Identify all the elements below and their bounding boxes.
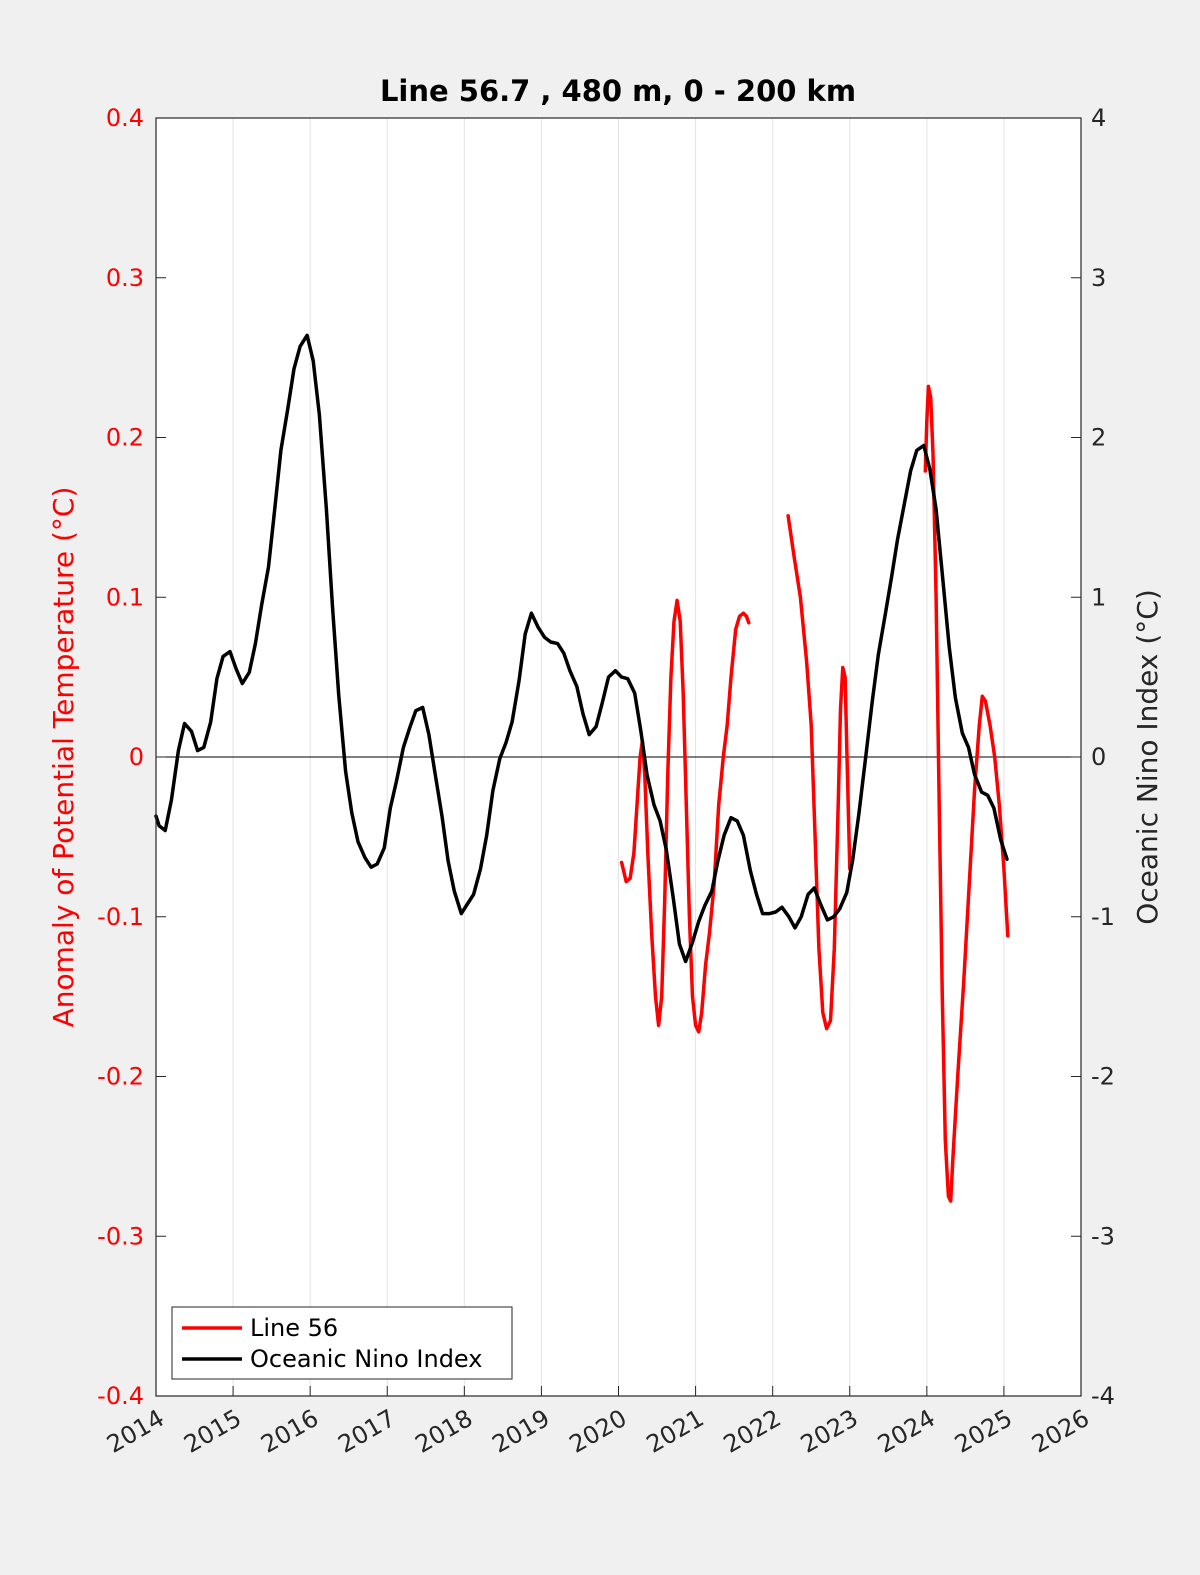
series-line56-line	[786, 514, 852, 1031]
legend: Line 56 Oceanic Nino Index	[171, 1306, 513, 1380]
y-left-tick-label: -0.1	[97, 903, 144, 931]
y-left-tick-label: -0.4	[97, 1382, 144, 1410]
y-right-tick-label: 2	[1091, 424, 1106, 452]
y-axis-left-label: Anomaly of Potential Temperature (°C)	[47, 487, 80, 1028]
y-left-tick-label: -0.2	[97, 1063, 144, 1091]
y-left-tick-label: 0	[129, 743, 144, 771]
legend-label-line56: Line 56	[250, 1314, 338, 1342]
y-right-tick-label: 3	[1091, 264, 1106, 292]
y-right-tick-label: 4	[1091, 104, 1106, 132]
y-axis-right-label: Oceanic Nino Index (°C)	[1131, 589, 1164, 925]
y-right-tick-label: -1	[1091, 903, 1115, 931]
y-left-tick-label: 0.3	[106, 264, 144, 292]
y-right-tick-label: -4	[1091, 1382, 1115, 1410]
series-oceanic-nino-index-line	[154, 333, 1009, 964]
y-right-tick-label: 0	[1091, 743, 1106, 771]
y-left-tick-label: 0.2	[106, 424, 144, 452]
chart-title: Line 56.7 , 480 m, 0 - 200 km	[380, 74, 856, 108]
series-oceanic-nino-index	[154, 333, 1009, 964]
y-right-tick-label: -3	[1091, 1222, 1115, 1250]
series-layer	[154, 333, 1010, 1203]
y-right-tick-label: 1	[1091, 583, 1106, 611]
y-left-tick-label: 0.1	[106, 583, 144, 611]
legend-box	[171, 1306, 513, 1380]
series-line56-line	[923, 384, 1010, 1203]
y-left-tick-label: 0.4	[106, 104, 144, 132]
legend-label-oni: Oceanic Nino Index	[250, 1345, 482, 1373]
y-right-tick-label: -2	[1091, 1063, 1115, 1091]
y-left-tick-label: -0.3	[97, 1222, 144, 1250]
